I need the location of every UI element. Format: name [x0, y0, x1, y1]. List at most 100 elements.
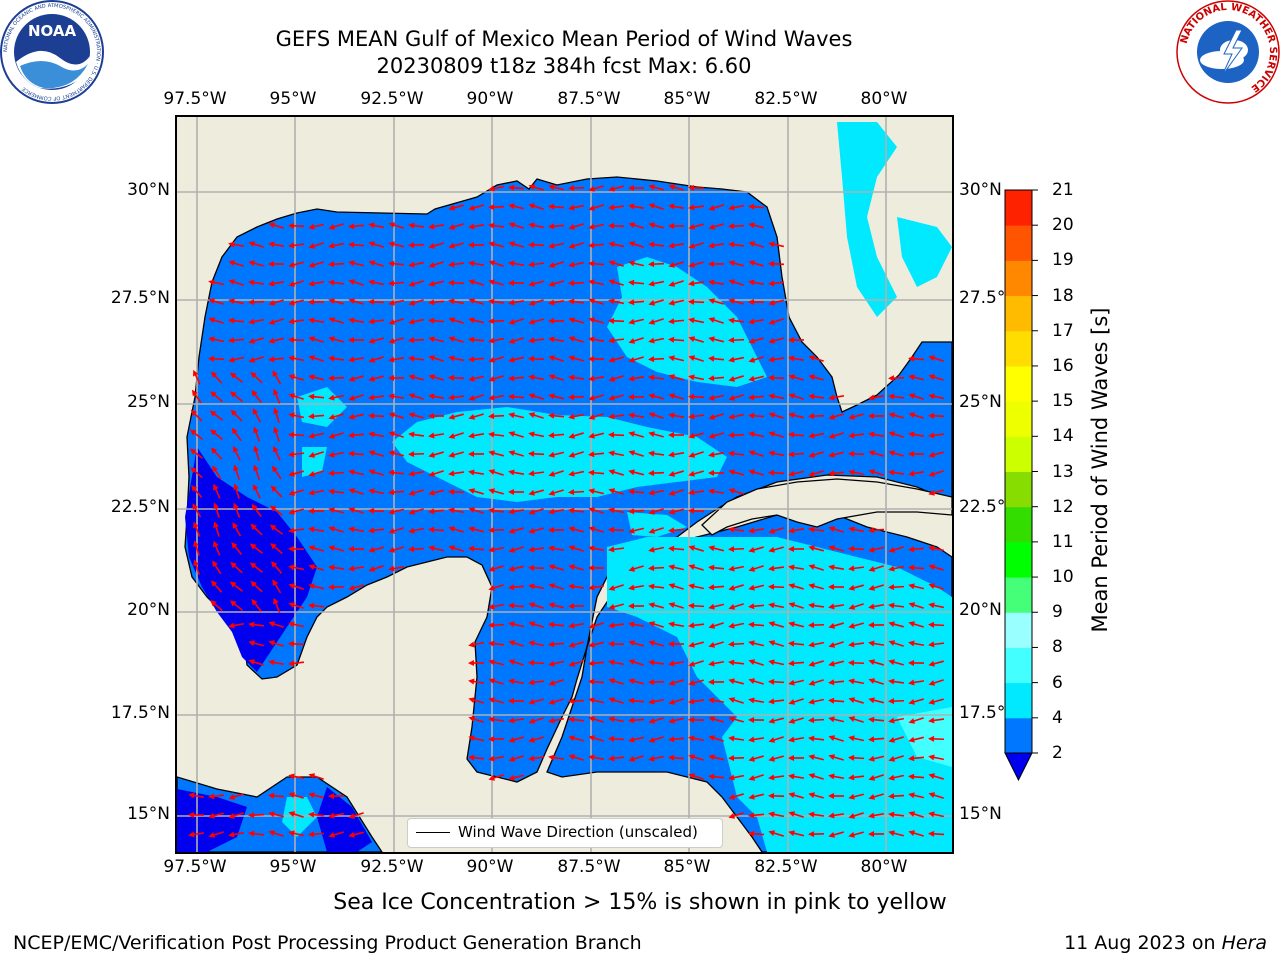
- wave-direction-arrow: [648, 659, 665, 666]
- colorbar: [1004, 189, 1038, 782]
- wave-direction-arrow: [868, 584, 884, 591]
- wave-direction-arrow: [568, 242, 584, 249]
- lat-tick-left: 27.5°N: [110, 288, 170, 308]
- wave-direction-arrow: [808, 413, 825, 420]
- wave-direction-arrow: [628, 697, 645, 704]
- wave-direction-arrow: [269, 505, 283, 517]
- wave-direction-arrow: [728, 697, 744, 704]
- wave-direction-arrow: [328, 413, 344, 420]
- wave-direction-arrow: [628, 603, 645, 610]
- wave-direction-arrow: [788, 412, 804, 419]
- wave-direction-arrow: [888, 793, 905, 800]
- wave-direction-arrow: [508, 774, 524, 781]
- wave-direction-arrow: [468, 336, 485, 343]
- wave-direction-arrow: [668, 280, 684, 287]
- wave-direction-arrow: [508, 318, 524, 325]
- wave-direction-arrow: [608, 222, 625, 229]
- wave-direction-arrow: [628, 488, 645, 495]
- wave-direction-arrow: [848, 812, 864, 819]
- wave-direction-arrow: [608, 603, 624, 610]
- wave-direction-arrow: [368, 507, 385, 514]
- wave-direction-arrow: [708, 279, 725, 286]
- wave-direction-arrow: [348, 260, 364, 267]
- lon-tick-top: 82.5°W: [754, 89, 818, 109]
- wave-direction-arrow: [688, 698, 705, 705]
- wave-direction-arrow: [768, 241, 785, 248]
- wave-direction-arrow: [548, 203, 565, 210]
- wave-direction-arrow: [348, 317, 365, 324]
- wave-direction-arrow: [548, 583, 564, 590]
- wave-direction-arrow: [210, 600, 223, 612]
- wave-direction-arrow: [568, 622, 585, 629]
- wave-direction-arrow: [748, 774, 764, 781]
- wave-direction-arrow: [808, 679, 824, 686]
- wave-direction-arrow: [348, 394, 364, 401]
- wave-direction-arrow: [568, 545, 584, 552]
- wave-direction-arrow: [548, 660, 564, 667]
- wave-direction-arrow: [748, 565, 764, 572]
- wave-direction-arrow: [488, 622, 505, 629]
- wave-direction-arrow: [508, 546, 524, 553]
- wave-direction-arrow: [608, 241, 625, 248]
- wave-direction-arrow: [588, 317, 604, 324]
- wave-direction-arrow: [588, 507, 604, 514]
- wave-direction-arrow: [268, 830, 284, 837]
- wave-direction-arrow: [568, 716, 585, 723]
- wave-direction-arrow: [788, 583, 804, 590]
- wave-direction-arrow: [528, 489, 544, 496]
- wave-direction-arrow: [908, 773, 925, 780]
- wave-direction-arrow: [828, 470, 845, 477]
- wave-direction-arrow: [468, 356, 485, 363]
- wave-direction-arrow: [828, 641, 844, 648]
- wave-direction-arrow: [308, 470, 324, 477]
- wave-direction-arrow: [388, 356, 405, 363]
- wave-direction-arrow: [628, 527, 644, 534]
- wave-direction-arrow: [288, 583, 304, 590]
- wave-direction-arrow: [468, 545, 485, 552]
- colorbar-tick-label: 16: [1052, 355, 1074, 376]
- wave-direction-arrow: [648, 318, 664, 325]
- wave-direction-arrow: [268, 222, 284, 229]
- wave-direction-arrow: [308, 374, 324, 381]
- wave-direction-arrow: [188, 811, 205, 818]
- wave-direction-arrow: [728, 793, 744, 800]
- wave-direction-arrow: [708, 470, 725, 477]
- wave-direction-arrow: [388, 318, 404, 325]
- wave-direction-arrow: [388, 260, 405, 267]
- wave-direction-arrow: [708, 697, 725, 704]
- wave-direction-arrow: [528, 374, 545, 381]
- wave-direction-arrow: [708, 660, 725, 667]
- colorbar-tick-label: 20: [1052, 215, 1074, 236]
- wave-direction-arrow: [668, 318, 685, 325]
- wave-direction-arrow: [488, 469, 504, 476]
- lat-tick-right: 25°N: [959, 392, 1002, 412]
- wave-direction-arrow: [288, 299, 304, 306]
- wave-direction-arrow: [233, 464, 241, 480]
- wave-direction-arrow: [348, 450, 365, 457]
- wave-direction-arrow: [608, 659, 625, 666]
- wave-direction-arrow: [228, 356, 244, 363]
- wave-direction-arrow: [708, 204, 724, 211]
- wave-direction-arrow: [468, 526, 484, 533]
- wave-direction-arrow: [788, 355, 805, 362]
- wave-direction-arrow: [748, 222, 764, 229]
- wave-direction-arrow: [868, 603, 885, 610]
- wave-direction-arrow: [608, 526, 625, 533]
- wave-direction-arrow: [608, 260, 624, 267]
- wave-direction-arrow: [788, 830, 804, 837]
- wave-direction-arrow: [708, 773, 725, 780]
- wave-direction-arrow: [648, 489, 665, 496]
- wave-direction-arrow: [608, 584, 624, 591]
- wave-direction-arrow: [348, 488, 364, 495]
- wave-direction-arrow: [508, 527, 524, 534]
- wave-direction-arrow: [428, 393, 445, 400]
- wave-direction-arrow: [688, 602, 705, 609]
- wave-direction-arrow: [408, 393, 424, 400]
- wave-direction-arrow: [548, 717, 565, 724]
- wave-direction-arrow: [488, 279, 504, 286]
- wave-direction-arrow: [728, 716, 744, 723]
- wave-direction-arrow: [708, 261, 725, 268]
- wave-direction-arrow: [568, 754, 584, 761]
- wave-direction-arrow: [388, 393, 405, 400]
- wave-direction-arrow: [748, 812, 765, 819]
